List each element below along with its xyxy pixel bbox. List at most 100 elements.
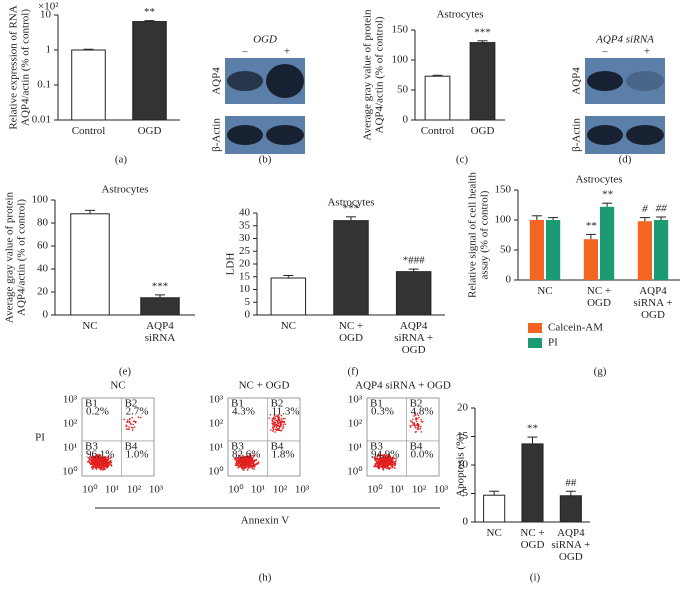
cell-dot (272, 430, 274, 432)
bar (333, 220, 369, 316)
y-axis-label: AQP4/actin (% of control) (374, 16, 386, 133)
x-tick-label: NC (82, 320, 98, 332)
x-tick-label: AQP4 siRNA (144, 320, 176, 344)
cell-dot (93, 463, 96, 466)
cell-dot (87, 460, 90, 463)
category-box: OGD (471, 125, 495, 137)
annotation: *** (474, 26, 491, 38)
cell-dot (97, 466, 100, 469)
cell-dot (414, 414, 417, 416)
category-box: AQP4 siRNA + OGD (551, 527, 590, 563)
band (266, 125, 304, 145)
cell-dot (393, 457, 395, 460)
cell-dot (384, 455, 387, 458)
y-tick-label: 10³ (63, 394, 78, 406)
cell-dot (383, 462, 386, 464)
cell-dot (395, 457, 397, 460)
band (587, 71, 623, 91)
cell-dot (391, 458, 394, 461)
cell-dot (125, 424, 127, 427)
x-tick-label: NC (280, 320, 296, 332)
cell-dot (389, 459, 392, 462)
x-tick-label: 10² (412, 484, 427, 496)
treatment-label: AQP4 siRNA (595, 34, 654, 46)
cell-dot (379, 465, 382, 468)
cell-dot (416, 428, 418, 430)
cell-dot (273, 426, 275, 428)
cell-dot (392, 461, 395, 463)
cell-dot (378, 463, 380, 466)
cell-dot (376, 455, 379, 457)
cell-dot (380, 459, 382, 461)
panel-label: (d) (619, 154, 632, 166)
quadrant-name: B2 (125, 398, 138, 410)
band (266, 64, 304, 98)
chart-title: Astrocytes (101, 184, 148, 196)
y-tick-label: 10² (63, 418, 78, 430)
y-tick-label: 40 (239, 207, 251, 219)
panel-label: (g) (594, 366, 607, 378)
y-tick-label: 15 (239, 270, 251, 282)
cell-dot (110, 461, 112, 464)
cell-dot (104, 462, 107, 465)
annotation: ** (144, 6, 155, 18)
band (587, 125, 623, 145)
y-tick-label: 0 (463, 516, 469, 528)
cell-dot (373, 465, 376, 468)
lane-label: – (241, 46, 248, 58)
cell-dot (89, 463, 92, 466)
cell-dot (91, 463, 94, 466)
cell-dot (419, 427, 422, 430)
quadrant-name: B3 (370, 440, 383, 452)
cell-dot (379, 462, 382, 464)
lane-label: + (644, 46, 650, 58)
category-box: Control (421, 125, 455, 137)
quadrant-percent: 11.3% (272, 406, 300, 418)
cell-dot (376, 458, 379, 461)
cell-dot (409, 426, 412, 428)
cell-dot (386, 462, 389, 465)
cell-dot (257, 461, 260, 464)
quadrant-percent: 2.7% (126, 406, 149, 418)
cell-dot (237, 459, 239, 462)
cell-dot (128, 421, 131, 424)
cell-dot (129, 417, 131, 420)
y-tick-label: 10² (348, 418, 363, 430)
panel-label: (i) (530, 572, 541, 584)
cell-dot (417, 414, 420, 417)
cell-dot (383, 453, 386, 456)
cell-dot (382, 454, 385, 457)
cell-dot (417, 427, 420, 429)
cell-dot (127, 428, 129, 431)
cell-dot (378, 465, 381, 468)
cell-dot (415, 417, 417, 419)
cell-dot (123, 418, 126, 421)
x-tick-label: 10² (127, 484, 142, 496)
cell-dot (277, 414, 280, 417)
x-tick-label: 10⁰ (82, 484, 98, 496)
cell-dot (413, 422, 416, 424)
cell-dot (102, 459, 105, 462)
cell-dot (235, 457, 237, 460)
quadrant-name: B1 (85, 398, 98, 410)
x-tick-label: NC (537, 285, 553, 297)
cell-dot (92, 460, 95, 463)
y-tick-label: 10³ (209, 394, 224, 406)
cell-dot (275, 426, 278, 429)
cell-dot (414, 424, 417, 427)
cell-dot (109, 459, 112, 462)
cell-dot (382, 468, 385, 471)
quadrant-percent: 82.6% (232, 448, 260, 460)
cell-dot (282, 417, 285, 420)
cell-dot (391, 464, 394, 467)
cell-dot (245, 465, 247, 468)
x-tick-label: AQP4 siRNA + OGD (394, 320, 434, 356)
cell-dot (100, 463, 102, 465)
band (626, 125, 664, 145)
cell-dot (279, 423, 282, 426)
category-box: Control (72, 125, 106, 137)
quadrant-name: B3 (231, 440, 244, 452)
x-tick-label: 10¹ (105, 484, 119, 496)
quadrant-name: B4 (271, 440, 284, 452)
cell-dot (248, 455, 251, 458)
